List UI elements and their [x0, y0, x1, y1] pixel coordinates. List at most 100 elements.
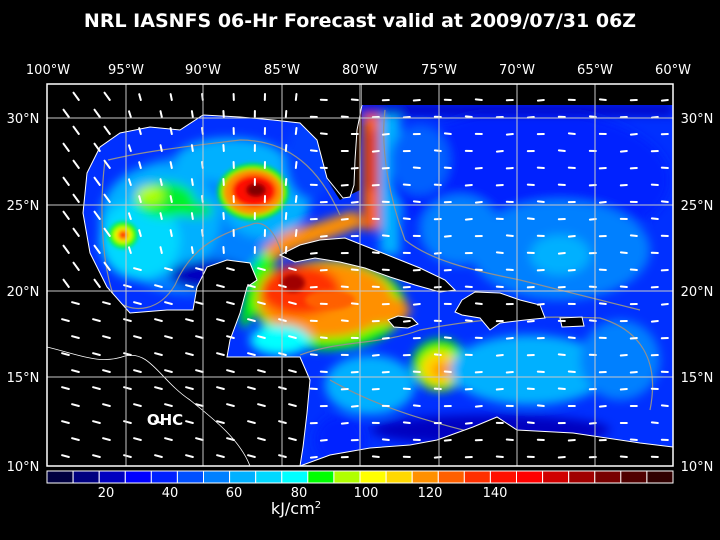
colorbar-swatch — [411, 470, 439, 484]
current-vector-arrow — [340, 422, 349, 425]
current-vector-arrow — [319, 439, 328, 442]
current-vector-arrow — [190, 110, 194, 118]
current-vector-arrow — [61, 420, 70, 424]
current-vector-arrow — [288, 437, 297, 441]
current-vector-arrow — [350, 167, 359, 170]
current-vector-arrow — [61, 352, 70, 356]
current-vector-arrow — [412, 404, 421, 407]
current-vector-arrow — [103, 227, 111, 237]
current-vector-arrow — [133, 369, 142, 373]
current-vector-arrow — [169, 195, 173, 203]
current-vector-arrow — [226, 267, 235, 271]
current-vector-arrow — [92, 352, 101, 356]
current-vector-arrow — [495, 455, 504, 458]
colorbar-tick: 20 — [98, 486, 115, 501]
current-vector-arrow — [660, 200, 669, 203]
current-vector-arrow — [195, 437, 204, 441]
colorbar-swatch — [333, 470, 361, 484]
current-vector-arrow — [443, 235, 452, 238]
current-vector-arrow — [350, 98, 359, 101]
current-vector-arrow — [195, 369, 204, 373]
current-vector-arrow — [381, 133, 390, 136]
current-vector-arrow — [650, 320, 659, 323]
current-vector-arrow — [402, 116, 411, 119]
current-vector-arrow — [257, 437, 266, 441]
current-vector-arrow — [257, 369, 266, 373]
current-vector-arrow — [309, 456, 318, 459]
current-vector-arrow — [288, 369, 297, 373]
current-vector-arrow — [412, 200, 421, 203]
current-vector-arrow — [340, 218, 349, 221]
current-vector-arrow — [288, 301, 297, 305]
current-vector-arrow — [103, 125, 111, 135]
current-vector-arrow — [138, 161, 142, 169]
current-vector-arrow — [505, 337, 514, 340]
current-vector-arrow — [226, 369, 235, 373]
current-vector-arrow — [216, 386, 225, 390]
current-vector-arrow — [619, 455, 628, 458]
current-vector-arrow — [650, 217, 659, 220]
lat-label: 20°N — [681, 285, 714, 300]
current-vector-arrow — [159, 178, 163, 186]
current-vector-arrow — [190, 246, 194, 254]
current-vector-arrow — [123, 318, 132, 322]
current-vector-arrow — [619, 354, 628, 357]
current-vector-arrow — [294, 229, 298, 237]
current-vector-arrow — [443, 336, 452, 339]
current-vector-arrow — [629, 438, 638, 441]
current-vector-arrow — [190, 144, 194, 152]
current-vector-arrow — [495, 354, 504, 357]
current-vector-arrow — [536, 303, 545, 306]
current-vector-arrow — [62, 142, 70, 152]
current-vector-arrow — [164, 267, 173, 271]
current-vector-arrow — [138, 127, 142, 135]
colorbar — [46, 470, 674, 484]
current-vector-arrow — [536, 200, 545, 203]
unit-text: kJ/cm — [271, 499, 315, 518]
current-vector-arrow — [154, 386, 163, 390]
current-vector-arrow — [474, 98, 483, 101]
current-vector-arrow — [619, 251, 628, 254]
lat-label: 25°N — [681, 199, 714, 214]
colorbar-swatch — [229, 470, 257, 484]
current-vector-arrow — [412, 303, 421, 306]
lat-label: 25°N — [7, 199, 40, 214]
colorbar-tick-labels: 20 40 60 80 100 120 140 — [98, 486, 508, 501]
current-vector-arrow — [190, 178, 194, 186]
current-vectors — [61, 91, 669, 459]
current-vector-arrow — [159, 144, 163, 152]
current-vector-arrow — [128, 144, 132, 152]
current-vector-arrow — [195, 267, 204, 271]
colorbar-tick: 60 — [226, 486, 243, 501]
current-vector-arrow — [123, 284, 132, 288]
current-vector-arrow — [92, 454, 101, 458]
current-vector-arrow — [567, 439, 576, 442]
colorbar-swatch — [463, 470, 491, 484]
current-vector-arrow — [247, 420, 256, 424]
current-vector-arrow — [102, 301, 111, 305]
current-vector-arrow — [350, 268, 359, 271]
current-vector-arrow — [433, 149, 442, 152]
current-vector-arrow — [464, 184, 473, 187]
current-vector-arrow — [185, 454, 194, 458]
current-vector-arrow — [319, 336, 328, 339]
current-vector-arrow — [247, 318, 256, 322]
current-vector-arrow — [567, 132, 576, 135]
colorbar-swatch — [359, 470, 387, 484]
current-vector-arrow — [619, 285, 628, 288]
current-vector-arrow — [185, 318, 194, 322]
current-vector-arrow — [190, 212, 194, 220]
current-vector-arrow — [92, 420, 101, 424]
current-vector-arrow — [371, 150, 380, 153]
current-vector-arrow — [72, 159, 80, 169]
current-vector-arrow — [92, 318, 101, 322]
current-vector-arrow — [288, 403, 297, 407]
current-vector-arrow — [474, 405, 483, 408]
current-vector-arrow — [93, 210, 101, 220]
colorbar-swatch — [646, 470, 674, 484]
field-label: OHC — [147, 411, 183, 429]
colorbar-swatch — [72, 470, 100, 484]
current-vector-arrow — [71, 437, 80, 441]
current-vector-arrow — [650, 421, 659, 424]
current-vector-arrow — [226, 403, 235, 407]
